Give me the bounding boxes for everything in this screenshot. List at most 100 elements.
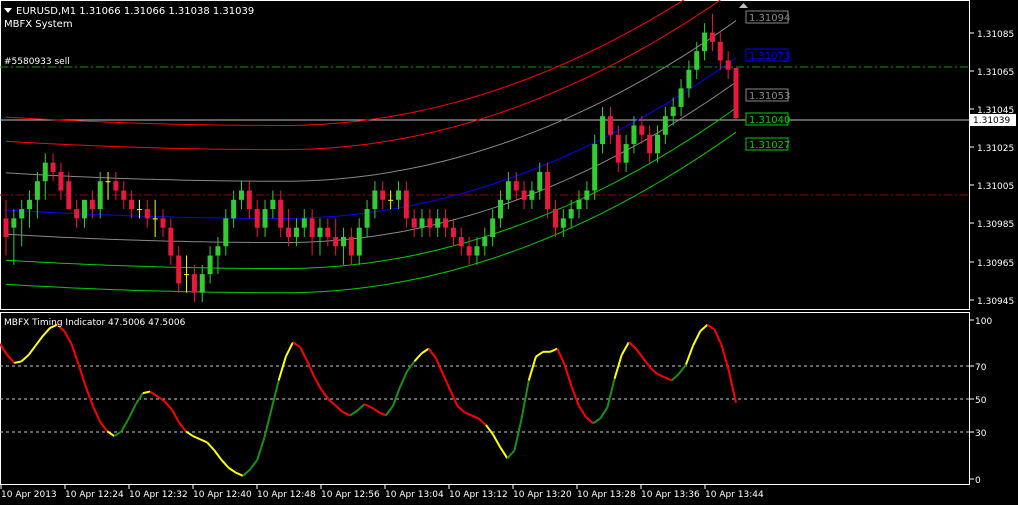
candle-body xyxy=(231,199,237,219)
osc-segment xyxy=(356,403,366,412)
osc-segment xyxy=(34,335,44,347)
band-label-text: 1.31040 xyxy=(749,115,790,126)
osc-segment xyxy=(456,405,466,413)
band-label-box xyxy=(745,88,789,102)
order-label[interactable]: #5580933 sell xyxy=(4,57,70,67)
osc-segment xyxy=(464,411,473,417)
time-tick-label: 10 Apr 13:28 xyxy=(577,490,636,500)
candle-body xyxy=(521,190,527,200)
candle-body xyxy=(607,116,613,135)
candle-body xyxy=(293,227,299,237)
osc-segment xyxy=(642,357,652,369)
candle-body xyxy=(246,190,252,210)
candle-body xyxy=(270,199,276,210)
candle-body xyxy=(733,67,739,119)
candles-group xyxy=(3,14,739,302)
candle-body xyxy=(27,199,33,210)
candle-body xyxy=(144,209,150,219)
candle-body xyxy=(560,218,566,228)
candle-body xyxy=(160,218,166,228)
osc-segment xyxy=(434,357,444,375)
candle-body xyxy=(498,199,504,219)
candle-body xyxy=(513,181,519,191)
candle-body xyxy=(623,144,629,163)
osc-segment xyxy=(49,323,58,329)
osc-segment xyxy=(656,373,665,379)
candle-body xyxy=(631,125,637,145)
dropdown-triangle-icon[interactable] xyxy=(4,8,12,13)
candle-body xyxy=(3,218,9,237)
price-tick-label: 1.30985 xyxy=(977,220,1014,230)
candle-body xyxy=(403,190,409,219)
time-tick-label: 10 Apr 13:12 xyxy=(449,490,508,500)
osc-segment xyxy=(678,363,687,375)
candle-body xyxy=(694,51,700,70)
osc-segment xyxy=(685,345,695,365)
band-label-box xyxy=(745,10,789,24)
lower-band-2 xyxy=(5,131,737,294)
osc-segment xyxy=(77,364,87,388)
candle-body xyxy=(466,246,472,256)
candle-body xyxy=(576,199,582,210)
osc-segment xyxy=(713,329,723,346)
price-tick-label: 1.30945 xyxy=(977,297,1014,307)
osc-segment xyxy=(613,354,623,380)
candle-body xyxy=(474,246,480,256)
osc-segment xyxy=(699,324,709,332)
osc-segment xyxy=(577,405,587,418)
osc-segment xyxy=(406,360,416,372)
current-price-label-bg xyxy=(970,114,1016,126)
osc-segment xyxy=(671,373,680,382)
osc-segment xyxy=(235,471,244,477)
candle-body xyxy=(395,190,401,200)
osc-segment xyxy=(513,418,523,451)
osc-segment xyxy=(313,376,323,391)
osc-segment xyxy=(163,400,173,410)
osc-segment xyxy=(535,350,544,358)
candle-body xyxy=(388,199,394,201)
candle-body xyxy=(419,218,425,228)
band-label-text: 1.31073 xyxy=(749,51,790,62)
candle-body xyxy=(301,218,307,228)
candle-body xyxy=(372,190,378,210)
oscillator-title: MBFX Timing Indicator 47.5006 47.5006 xyxy=(4,318,186,328)
osc-segment xyxy=(249,459,259,471)
osc-segment xyxy=(413,352,423,363)
candle-body xyxy=(364,209,370,228)
candle-body xyxy=(584,190,590,200)
band-label-box xyxy=(745,112,789,126)
candle-body xyxy=(411,218,417,228)
osc-segment xyxy=(134,392,144,405)
osc-segment xyxy=(563,364,573,388)
osc-segment xyxy=(299,346,309,362)
candle-body xyxy=(152,218,158,220)
candle-body xyxy=(505,181,511,200)
candle-body xyxy=(81,199,87,219)
band-label-text: 1.31053 xyxy=(749,91,790,102)
candle-body xyxy=(74,209,80,219)
osc-segment xyxy=(199,438,208,444)
scroll-arrow-icon[interactable] xyxy=(739,3,748,8)
osc-segment xyxy=(99,421,108,432)
osc-segment xyxy=(471,414,480,420)
osc-segment xyxy=(63,330,73,345)
osc-segment xyxy=(692,330,702,346)
osc-segment xyxy=(177,421,187,432)
price-tick-label: 1.31025 xyxy=(977,144,1014,154)
band-label-box xyxy=(745,48,789,62)
candle-body xyxy=(317,227,323,237)
current-price-label: 1.31039 xyxy=(973,116,1010,126)
osc-segment xyxy=(328,398,337,407)
osc-segment xyxy=(720,345,730,372)
osc-segment xyxy=(727,370,737,403)
osc-segment xyxy=(270,380,280,410)
time-axis: 10 Apr 2013 10 Apr 12:24 10 Apr 12:32 10 Ap… xyxy=(0,485,764,500)
price-tick-label: 1.31005 xyxy=(977,182,1014,192)
osc-segment xyxy=(91,405,101,423)
osc-segment xyxy=(120,418,130,432)
osc-segment xyxy=(385,405,394,416)
osc-tick-label: 30 xyxy=(975,429,987,439)
candle-body xyxy=(11,218,17,228)
candle-body xyxy=(191,274,197,293)
